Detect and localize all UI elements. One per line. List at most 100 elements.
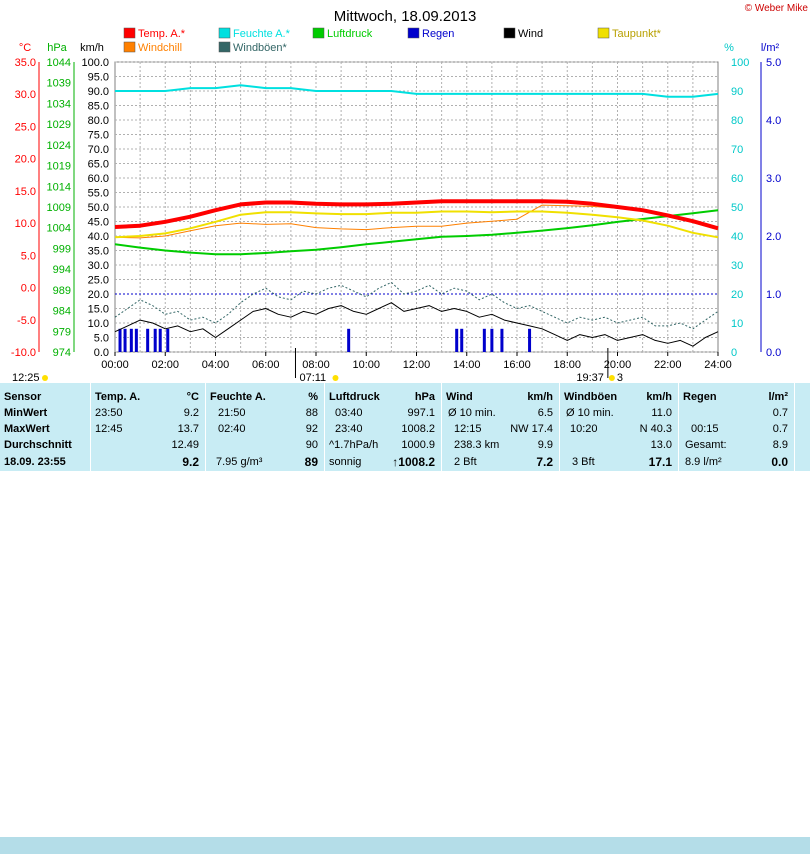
wind-tick-label: 50.0 [88, 202, 109, 214]
wind-tick-label: 5.0 [94, 333, 109, 345]
humidity-axis-title: % [724, 42, 734, 54]
corner-time: 12:25 [12, 372, 40, 383]
rain-bar [482, 328, 486, 352]
x-tick-label: 06:00 [252, 359, 280, 371]
rain-bar [455, 328, 459, 352]
rain-total-label: Gesamt: [685, 439, 727, 451]
rain-total: 8.9 l/m² [685, 456, 722, 468]
stats-col-temp: Temp. A. °C 23:50 9.2 12:45 13.7 12.49 9.2 [91, 383, 205, 471]
humidity-tick-label: 100 [731, 57, 749, 69]
pressure-tick-label: 974 [53, 347, 71, 359]
current-value: 0.0 [771, 455, 788, 469]
humidity-tick-label: 20 [731, 289, 743, 301]
stat-value: 11.0 [651, 407, 672, 419]
stats-table: Sensor MinWert MaxWert Durchschnitt 18.0… [0, 383, 810, 854]
stat-time: 00:15 [691, 423, 719, 435]
series-line-temp-a [114, 199, 719, 231]
rain-bar [153, 328, 157, 352]
temp-tick-label: 5.0 [21, 250, 36, 262]
wind-tick-label: 65.0 [88, 159, 109, 171]
wind-tick-label: 95.0 [88, 72, 109, 84]
humidity-tick-label: 80 [731, 115, 743, 127]
legend-label: Regen [422, 28, 454, 40]
stats-unit: km/h [646, 391, 672, 403]
absolute-humidity: 7.95 g/m³ [216, 456, 263, 468]
stat-value: 92 [305, 423, 318, 435]
x-tick-label: 22:00 [654, 359, 682, 371]
sunset-label: 19:37 [576, 372, 604, 383]
legend-swatch [312, 27, 325, 39]
row-label: Durchschnitt [4, 439, 72, 451]
pressure-tick-label: 1044 [47, 57, 71, 69]
rain-bar [528, 328, 532, 352]
stats-unit: l/m² [768, 391, 788, 403]
legend-swatch [218, 27, 231, 39]
stat-value: 997.1 [407, 407, 435, 419]
stat-value: NW 17.4 [510, 423, 553, 435]
current-value: 17.1 [648, 455, 672, 469]
series-line-wind [114, 302, 719, 347]
rain-tick-label: 1.0 [766, 289, 781, 301]
stat-time: 10:20 [570, 423, 598, 435]
x-tick-label: 04:00 [202, 359, 230, 371]
x-tick-label: 08:00 [302, 359, 330, 371]
stats-col-pressure: Luftdruck hPa 03:40 997.1 23:40 1008.2 ^1.7… [325, 383, 441, 471]
rain-bar [166, 328, 170, 352]
stat-time: 23:40 [335, 423, 363, 435]
humidity-tick-label: 60 [731, 173, 743, 185]
series-line-taupunkt [114, 210, 719, 239]
stat-time: 03:40 [335, 407, 363, 419]
stat-value: 9.9 [537, 439, 553, 451]
temp-tick-label: 35.0 [15, 57, 36, 69]
pressure-tick-label: 1009 [47, 202, 71, 214]
copyright-text: © Weber Mike [745, 3, 809, 14]
rain-bar [123, 328, 127, 352]
stats-header: Windböen [564, 391, 618, 403]
humidity-tick-label: 0 [731, 347, 737, 359]
row-label: MinWert [4, 407, 48, 419]
stats-header: Regen [683, 391, 717, 403]
stats-col-humidity: Feuchte A.% 21:50 88 02:40 92 90 7.95 g/m³… [206, 383, 324, 471]
x-tick-label: 10:00 [352, 359, 380, 371]
last-timestamp: 18.09. 23:55 [4, 456, 66, 468]
rain-bar [146, 328, 150, 352]
legend-swatch [407, 27, 420, 39]
stat-value: N 40.3 [639, 423, 672, 435]
wind-tick-label: 60.0 [88, 173, 109, 185]
sun-icon [332, 375, 339, 381]
wind-tick-label: 90.0 [88, 86, 109, 98]
rain-bar [500, 328, 504, 352]
current-values-bar [0, 837, 810, 854]
legend-label: Windböen* [233, 42, 288, 54]
wind-tick-label: 100.0 [81, 57, 109, 69]
stat-value: 90 [305, 439, 318, 451]
wind-tick-label: 35.0 [88, 246, 109, 258]
legend-swatch [123, 27, 136, 39]
humidity-tick-label: 40 [731, 231, 743, 243]
legend-swatch [123, 41, 136, 53]
legend-swatch [218, 41, 231, 53]
wind-tick-label: 70.0 [88, 144, 109, 156]
stat-value: 8.9 [772, 439, 788, 451]
sun-icon [42, 375, 48, 381]
stats-header: Feuchte A. [210, 391, 266, 403]
chart-title: Mittwoch, 18.09.2013 [334, 8, 477, 25]
wind-tick-label: 15.0 [88, 304, 109, 316]
x-tick-label: 12:00 [403, 359, 431, 371]
stats-header: Luftdruck [329, 391, 380, 403]
series-layer [114, 84, 719, 352]
rain-bar [129, 328, 133, 352]
temp-tick-label: 30.0 [15, 89, 36, 101]
sunrise-label: 07:11 [299, 372, 326, 383]
wind-tick-label: 85.0 [88, 101, 109, 113]
rain-tick-label: 5.0 [766, 57, 781, 69]
temp-tick-label: 25.0 [15, 121, 36, 133]
series-line-windb-en [114, 281, 719, 330]
stats-unit: hPa [414, 391, 435, 403]
x-tick-label: 20:00 [604, 359, 632, 371]
humidity-tick-label: 90 [731, 86, 743, 98]
legend-label: Temp. A.* [138, 28, 186, 40]
weather-chart: 35.030.025.020.015.010.05.00.0-5.0-10.01… [11, 3, 809, 383]
stat-time: 12:15 [454, 423, 482, 435]
legend-label: Wind [518, 28, 543, 40]
